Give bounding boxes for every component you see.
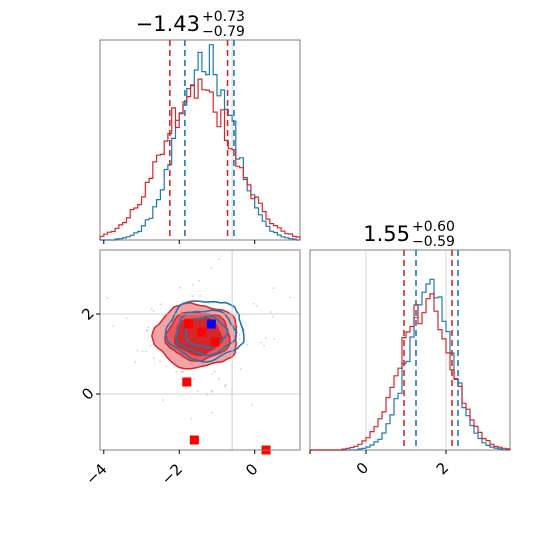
sample-point [178,286,181,289]
sample-point [191,295,194,297]
histogram-series-1 [310,293,511,451]
sample-point [271,315,274,318]
sample-point [224,383,227,386]
sample-point [246,343,249,346]
sample-point [269,311,272,313]
x-tick-label: 0 [353,459,372,478]
sample-point [149,344,152,347]
sample-point [199,295,202,297]
sample-point [198,279,200,282]
hist-x-title-lower: −0.79 [202,24,245,40]
sample-point [112,325,115,327]
sample-point [217,258,220,261]
sample-point [213,370,216,373]
sample-point [224,385,226,387]
x-tick-label: −4 [82,460,110,488]
sample-point [264,337,267,339]
sample-point [238,338,241,340]
sample-point [234,314,237,317]
sample-point [210,266,213,269]
sample-point [218,377,221,380]
x-tick-label: 0 [242,460,261,479]
blue-contour-1 [174,309,239,357]
y-tick-label: 2 [78,304,97,323]
sample-point [239,368,242,370]
sample-point [150,307,153,310]
histogram-series-0 [100,44,300,241]
blue-contour-0 [164,300,245,363]
sample-point [134,361,137,363]
scatter-frame-top [99,249,301,451]
sample-point [252,302,255,305]
sample-point [165,365,167,368]
sample-point [152,310,155,313]
sample-point [210,411,213,414]
sample-point [136,349,139,352]
sample-point [273,338,276,340]
hist-y-frame [309,249,511,451]
sample-point [145,329,148,332]
sample-point [162,399,165,401]
sample-point [145,350,148,353]
sample-point [193,378,196,380]
red-square-marker [182,377,192,387]
sample-point [152,356,155,359]
sample-point [238,333,241,336]
x-tick-label: 2 [433,459,452,478]
sample-point [260,341,263,344]
sample-point [182,370,185,373]
sample-point [141,350,144,353]
sample-point [289,296,292,299]
hist-panel-x [99,39,301,244]
sample-point [191,283,194,286]
x-tick-label: −2 [158,460,186,488]
sample-point [211,390,214,393]
hist-y-title-upper: +0.60 [412,219,455,235]
sample-point [147,326,150,329]
sample-point [263,344,265,347]
red-square-marker [197,327,207,337]
sample-point [180,370,183,373]
sample-point [160,303,162,306]
red-square-marker [189,435,199,445]
red-square-marker [184,319,194,329]
histogram-series-0 [310,278,510,451]
sample-point [159,360,161,363]
sample-point [175,370,178,373]
sample-point [182,300,185,303]
hist-x-title: −1.43 [136,12,200,36]
sample-point [207,302,210,305]
sample-point [126,317,128,320]
red-square-marker [210,337,220,347]
sample-point [210,372,213,375]
hist-y-title-lower: −0.59 [412,234,455,250]
sample-point [256,305,258,308]
hist-x-frame [99,39,301,241]
sample-point [272,287,275,290]
sample-point [206,394,208,396]
sample-point [190,418,192,420]
sample-point [250,404,253,407]
sample-point [196,390,199,393]
hist-x-title-upper: +0.73 [202,9,245,25]
blue-square-marker [206,319,216,329]
histogram-series-1 [99,78,301,240]
y-tick-label: 0 [78,384,97,403]
hist-y-title: 1.55 [363,222,410,246]
sample-point [106,297,109,300]
scatter-panel: −4 −2 0 0 2 [78,249,301,488]
